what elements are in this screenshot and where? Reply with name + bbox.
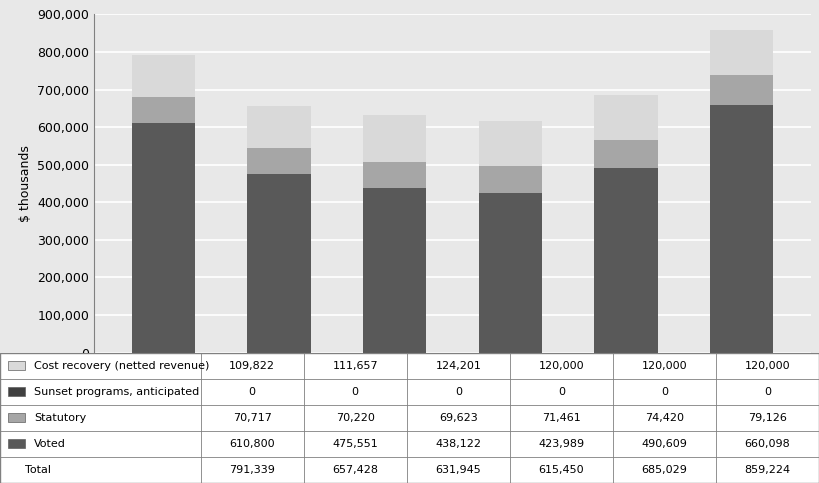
Bar bbox=[710, 75, 773, 105]
Text: 111,657: 111,657 bbox=[333, 361, 378, 370]
Bar bbox=[478, 167, 542, 193]
Bar bbox=[8, 361, 25, 370]
Bar bbox=[132, 97, 195, 123]
Text: Statutory: Statutory bbox=[34, 413, 87, 423]
Text: 0: 0 bbox=[249, 387, 256, 397]
Text: 70,220: 70,220 bbox=[336, 413, 374, 423]
Bar bbox=[247, 148, 311, 174]
Bar bbox=[247, 106, 311, 148]
Text: 438,122: 438,122 bbox=[436, 439, 482, 449]
Bar bbox=[594, 141, 658, 168]
Text: 423,989: 423,989 bbox=[538, 439, 585, 449]
Bar bbox=[363, 188, 427, 353]
Text: 791,339: 791,339 bbox=[229, 465, 275, 475]
Text: Cost recovery (netted revenue): Cost recovery (netted revenue) bbox=[34, 361, 210, 370]
Y-axis label: $ thousands: $ thousands bbox=[19, 145, 32, 222]
Text: 615,450: 615,450 bbox=[539, 465, 584, 475]
Text: 0: 0 bbox=[661, 387, 668, 397]
Bar bbox=[710, 30, 773, 75]
Bar bbox=[8, 440, 25, 448]
Text: Total: Total bbox=[25, 465, 51, 475]
Text: 69,623: 69,623 bbox=[439, 413, 477, 423]
Text: 631,945: 631,945 bbox=[436, 465, 482, 475]
Bar bbox=[0, 431, 819, 457]
Bar bbox=[247, 174, 311, 353]
Bar bbox=[132, 123, 195, 353]
Text: Voted: Voted bbox=[34, 439, 66, 449]
Bar bbox=[0, 379, 819, 405]
Bar bbox=[594, 95, 658, 141]
Bar bbox=[710, 105, 773, 353]
Text: 610,800: 610,800 bbox=[229, 439, 275, 449]
Text: 120,000: 120,000 bbox=[744, 361, 790, 370]
Text: 475,551: 475,551 bbox=[333, 439, 378, 449]
Bar bbox=[132, 56, 195, 97]
Text: 120,000: 120,000 bbox=[641, 361, 687, 370]
Bar bbox=[363, 162, 427, 188]
Bar bbox=[594, 168, 658, 353]
Text: Sunset programs, anticipated: Sunset programs, anticipated bbox=[34, 387, 200, 397]
Text: 124,201: 124,201 bbox=[436, 361, 482, 370]
Text: 685,029: 685,029 bbox=[641, 465, 687, 475]
Text: 120,000: 120,000 bbox=[539, 361, 584, 370]
Text: 74,420: 74,420 bbox=[645, 413, 684, 423]
Text: 70,717: 70,717 bbox=[233, 413, 272, 423]
Text: 0: 0 bbox=[455, 387, 462, 397]
Bar bbox=[0, 457, 819, 483]
Text: 490,609: 490,609 bbox=[641, 439, 687, 449]
Text: 0: 0 bbox=[764, 387, 771, 397]
Text: 0: 0 bbox=[351, 387, 359, 397]
Bar bbox=[8, 387, 25, 396]
Bar bbox=[0, 353, 819, 379]
Bar bbox=[8, 413, 25, 422]
Bar bbox=[0, 405, 819, 431]
Text: 79,126: 79,126 bbox=[748, 413, 787, 423]
Text: 109,822: 109,822 bbox=[229, 361, 275, 370]
Text: 0: 0 bbox=[558, 387, 565, 397]
Text: 71,461: 71,461 bbox=[542, 413, 581, 423]
Bar bbox=[478, 193, 542, 353]
Text: 657,428: 657,428 bbox=[333, 465, 378, 475]
Bar bbox=[363, 115, 427, 162]
Text: 660,098: 660,098 bbox=[744, 439, 790, 449]
Bar bbox=[478, 121, 542, 167]
Text: 859,224: 859,224 bbox=[744, 465, 790, 475]
